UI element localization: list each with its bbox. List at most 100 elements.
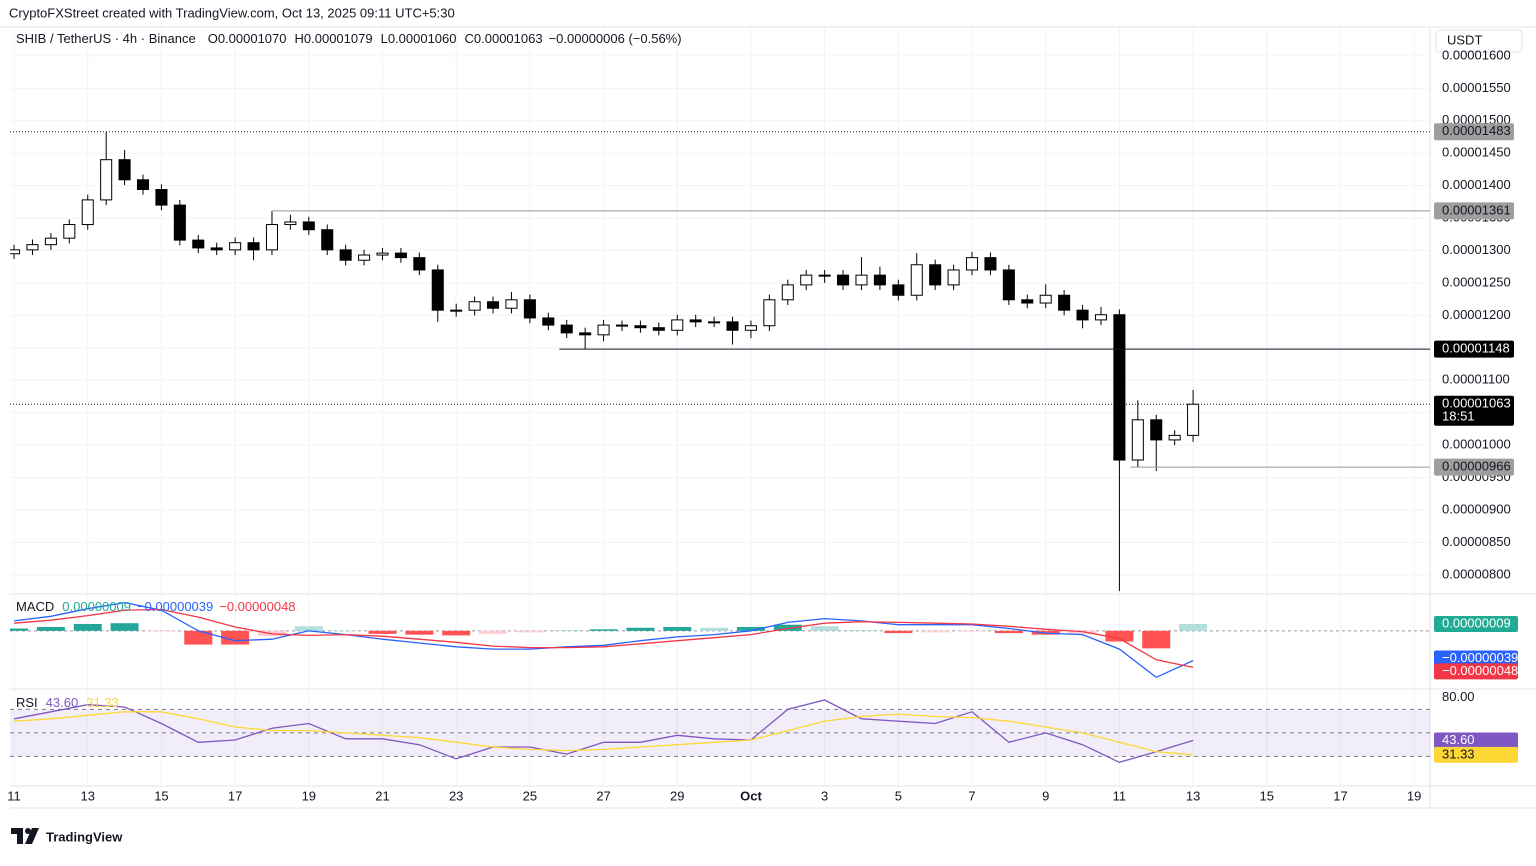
histogram-bar: [368, 630, 397, 634]
price-label-bg: [1434, 202, 1514, 220]
histogram-bar: [589, 629, 618, 631]
ohlc-key: C: [465, 31, 474, 46]
value-tag-bg: [1434, 663, 1518, 680]
candle-body: [487, 301, 500, 309]
candle-body: [910, 264, 923, 296]
price-label: 0.00001361: [1442, 202, 1511, 217]
indicator-line: [14, 601, 1194, 679]
candle-body: [1094, 314, 1108, 321]
rsi-band: [10, 709, 1430, 757]
symbol: SHIB / TetherUS · 4h · Binance: [16, 31, 196, 46]
legend-value: −0.00000039: [137, 599, 213, 614]
candle-body: [505, 299, 518, 309]
histogram-bar: [847, 630, 876, 631]
candle-body: [892, 284, 905, 296]
candle-body: [1131, 419, 1144, 461]
histogram-bar: [700, 627, 729, 631]
candle-body: [265, 224, 278, 251]
y-tick-label: 0.00001450: [1442, 145, 1511, 160]
x-tick-label: Oct: [740, 788, 762, 803]
candle-body: [210, 247, 223, 251]
x-tick-label: 7: [968, 788, 975, 803]
legend-value: 0.00000009: [62, 599, 131, 614]
ohlc-value: 0.00001063: [474, 31, 543, 46]
candle-body: [1002, 269, 1015, 301]
x-tick-label: 13: [1186, 788, 1200, 803]
histogram-bar: [331, 630, 360, 632]
candle-body: [744, 325, 757, 331]
candle-body: [63, 224, 76, 239]
candle-body: [1187, 403, 1200, 436]
x-tick-label: 15: [154, 788, 168, 803]
logo-icon: [11, 828, 39, 844]
histogram-bar: [884, 630, 913, 634]
attribution: CryptoFXStreet created with TradingView.…: [9, 5, 455, 20]
change: −0.00000006 (−0.56%): [549, 31, 682, 46]
value-tag: 31.33: [1442, 746, 1475, 761]
candle-body: [523, 299, 536, 319]
y-tick-label: 0.00001100: [1442, 372, 1510, 387]
y-tick-label: 0.00000800: [1442, 566, 1511, 581]
candle-body: [1058, 294, 1071, 311]
candle-body: [542, 317, 555, 326]
y-tick-label: 0.00001600: [1442, 47, 1511, 62]
candle-body: [579, 332, 592, 336]
x-tick-label: 23: [449, 788, 463, 803]
x-tick-label: 15: [1260, 788, 1274, 803]
pane-title: RSI: [16, 695, 38, 710]
histogram-bar: [1142, 630, 1171, 649]
ohlc-key: H: [295, 31, 304, 46]
candle-body: [1168, 434, 1181, 441]
price-label: 0.00001148: [1442, 341, 1510, 356]
candle-body: [652, 327, 665, 331]
candle-body: [708, 321, 721, 324]
footer-logo: TradingView: [46, 829, 123, 844]
histogram-bar: [1068, 630, 1097, 634]
price-label: 0.00001483: [1442, 123, 1511, 138]
value-tag: 0.00000009: [1442, 615, 1511, 630]
candle-body: [155, 189, 168, 206]
candle-body: [136, 179, 150, 191]
legend-value: 31.33: [86, 695, 119, 710]
indicator-line: [14, 608, 1194, 669]
histogram-bar: [810, 626, 839, 631]
histogram-bar: [10, 628, 29, 631]
y-tick-label: 0.00001200: [1442, 307, 1511, 322]
candle-body: [413, 257, 426, 271]
currency-box[interactable]: [1435, 29, 1523, 53]
candle-body: [1021, 299, 1034, 304]
candle-body: [984, 257, 997, 271]
y-tick-label: 0.00001000: [1442, 437, 1511, 452]
currency[interactable]: USDT: [1447, 32, 1482, 47]
y-tick-label: 0.00000900: [1442, 501, 1511, 516]
y-tick-label: 80.00: [1442, 689, 1475, 704]
histogram-bar: [73, 623, 102, 631]
candle-body: [376, 252, 389, 256]
candle-body: [302, 221, 315, 231]
candle-body: [468, 301, 481, 311]
value-tag-bg: [1434, 732, 1518, 749]
candle-body: [358, 254, 371, 261]
histogram-bar: [147, 630, 176, 632]
x-tick-label: 17: [228, 788, 242, 803]
y-tick-label: 0.00001400: [1442, 177, 1511, 192]
countdown: 18:51: [1442, 409, 1475, 424]
x-tick-label: 17: [1333, 788, 1347, 803]
logo-part: [11, 828, 23, 844]
candle-body: [726, 321, 739, 331]
x-tick-label: 29: [670, 788, 684, 803]
price-label: 0.00000966: [1442, 459, 1511, 474]
price-label-bg: [1434, 123, 1514, 141]
price-label: 0.00001063: [1442, 396, 1511, 411]
plot-area: [10, 55, 1430, 592]
x-tick-label: 19: [1407, 788, 1421, 803]
legend: SHIB / TetherUS · 4h · Binance O0.0000107…: [16, 31, 682, 46]
candle-body: [781, 284, 794, 301]
candle-body: [965, 257, 979, 271]
x-tick-label: 21: [375, 788, 389, 803]
histogram-bar: [773, 624, 802, 631]
y-tick-label: 0.00001250: [1442, 274, 1511, 289]
ohlc-value: 0.00001079: [304, 31, 373, 46]
candle-body: [81, 199, 94, 226]
